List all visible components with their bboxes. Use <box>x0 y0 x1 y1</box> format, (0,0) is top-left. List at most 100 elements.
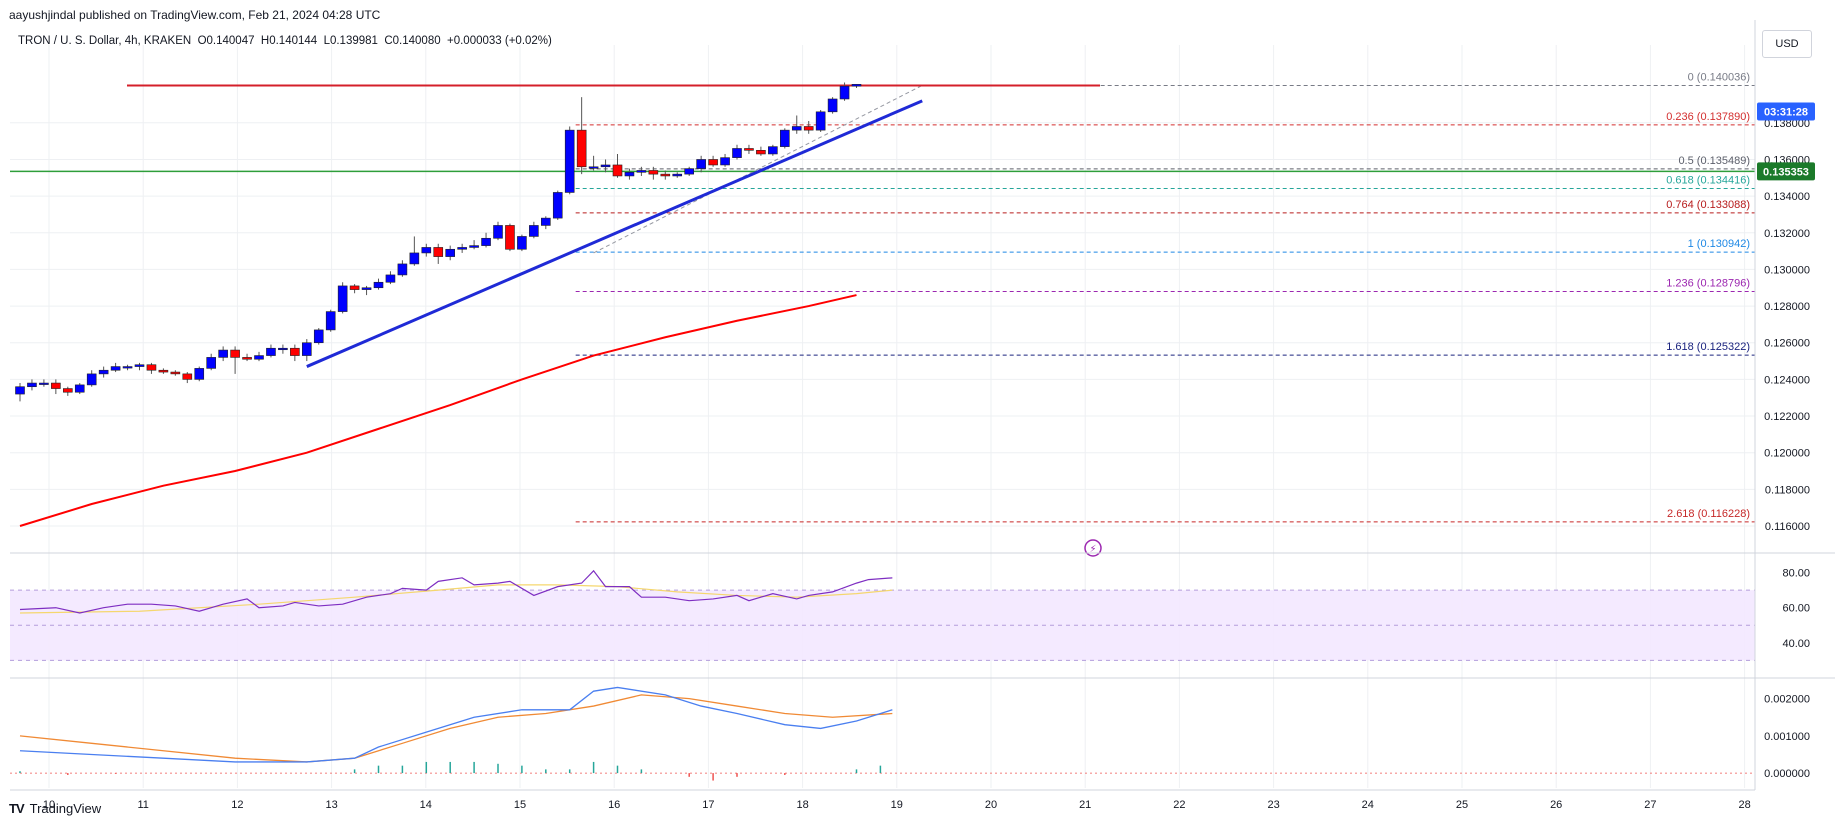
candle-body <box>815 111 826 131</box>
candle-body <box>720 157 730 166</box>
candle-body <box>158 369 169 373</box>
price-tick-label: 0.126000 <box>1764 338 1810 350</box>
candle-body <box>62 388 73 393</box>
candle-body <box>421 247 432 254</box>
candle-body <box>278 347 288 351</box>
x-tick-label: 12 <box>231 799 243 811</box>
open-value: 0.140047 <box>206 35 255 47</box>
candle-body <box>791 126 802 131</box>
candle-body <box>373 281 384 289</box>
candle-body <box>301 342 312 356</box>
macd-indicator: 0.002000 0.001000 0.000000 <box>10 686 1810 781</box>
candle-body <box>433 247 444 257</box>
currency-button[interactable]: USD <box>1762 30 1812 58</box>
brand-footer[interactable]: TV TradingView <box>9 801 101 816</box>
x-tick-label: 10 <box>43 799 55 811</box>
candle-body <box>194 368 205 380</box>
candle-body <box>851 84 862 87</box>
macd-signal-line <box>19 694 893 763</box>
candle-body <box>756 150 766 155</box>
symbol-title[interactable]: TRON / U. S. Dollar, 4h, KRAKEN <box>18 35 192 47</box>
candle-body <box>218 349 228 358</box>
fib-level-label: 1.618 (0.125322) <box>1666 341 1750 353</box>
candle-body <box>768 146 778 155</box>
x-tick-label: 24 <box>1362 799 1374 811</box>
candle-body <box>74 384 85 393</box>
fib-level-label: 0.764 (0.133088) <box>1666 199 1750 211</box>
x-tick-label: 13 <box>325 799 337 811</box>
moving-average <box>19 294 857 527</box>
close-value: 0.140080 <box>392 35 441 47</box>
trendline-layer: ⚡ <box>306 99 1102 557</box>
x-tick-label: 17 <box>702 799 714 811</box>
publisher-line: aayushjindal published on TradingView.co… <box>9 8 381 22</box>
price-tick-label: 0.132000 <box>1764 228 1810 240</box>
candle-body <box>481 237 491 246</box>
candle-body <box>39 382 49 385</box>
x-tick-label: 21 <box>1079 799 1091 811</box>
tradingview-logo-icon: TV <box>9 801 25 816</box>
price-tick-label: 0.138000 <box>1764 118 1810 130</box>
candle-body <box>98 369 109 375</box>
candle-body <box>696 159 706 169</box>
candle-body <box>564 129 575 193</box>
x-tick-label: 14 <box>420 799 432 811</box>
macd-tick-label: 0.001000 <box>1764 731 1810 743</box>
candle-body <box>206 357 216 369</box>
fib-level-label: 2.618 (0.116228) <box>1667 508 1750 520</box>
candle-body <box>266 347 276 356</box>
candle-body <box>254 355 264 360</box>
symbol-header: TRON / U. S. Dollar, 4h, KRAKEN O0.14004… <box>18 35 552 47</box>
candle-body <box>290 347 300 356</box>
candle-body <box>134 364 145 367</box>
candle-body <box>624 171 635 177</box>
rsi-band <box>10 589 1755 661</box>
price-tick-label: 0.122000 <box>1764 411 1810 423</box>
x-tick-label: 18 <box>796 799 808 811</box>
price-tick-label: 0.120000 <box>1764 448 1810 460</box>
x-tick-label: 20 <box>985 799 997 811</box>
price-tick-label: 0.116000 <box>1765 521 1810 533</box>
grid <box>10 45 1755 788</box>
candle-body <box>576 129 587 168</box>
x-tick-label: 22 <box>1173 799 1185 811</box>
open-label: O <box>197 35 207 47</box>
candle-body <box>672 173 683 177</box>
rsi-indicator: 80.00 60.00 40.00 <box>19 568 1810 650</box>
x-tick-label: 11 <box>137 799 148 811</box>
low-value: 0.139981 <box>329 35 378 47</box>
price-tick-label: 0.128000 <box>1764 301 1810 313</box>
high-label: H <box>260 35 270 47</box>
fib-level-label: 0.618 (0.134416) <box>1666 174 1750 186</box>
candle-body <box>325 311 336 331</box>
candle-body <box>684 168 695 175</box>
candle-body <box>839 85 850 100</box>
macd-tick-label: 0.000000 <box>1764 768 1810 780</box>
fibonacci-retracement: 0 (0.140036) 0.236 (0.137890) 0.5 (0.13548… <box>10 71 1755 523</box>
rsi-ma-line <box>19 584 893 614</box>
candle-body <box>397 263 408 276</box>
candle-body <box>505 225 515 250</box>
price-tick-label: 0.134000 <box>1764 191 1810 203</box>
candle-body <box>648 170 659 175</box>
candle-body <box>552 192 563 219</box>
x-tick-label: 19 <box>891 799 903 811</box>
candle-body <box>827 98 838 113</box>
candle-body <box>803 126 814 131</box>
bullish-trendline <box>306 99 923 368</box>
candle-body <box>708 159 718 166</box>
brand-name: TradingView <box>29 801 102 816</box>
x-tick-label: 28 <box>1738 799 1750 811</box>
macd-line <box>19 686 893 763</box>
rsi-line <box>19 569 893 614</box>
candle-body <box>27 382 37 388</box>
support-price-tag: 0.135353 <box>1763 166 1809 178</box>
fib-anchor-line <box>593 84 923 254</box>
fib-level-label: 0.236 (0.137890) <box>1666 111 1750 123</box>
high-value: 0.140144 <box>269 35 318 47</box>
x-tick-label: 16 <box>608 799 620 811</box>
candle-body <box>313 329 324 344</box>
price-tick-label: 0.118000 <box>1765 484 1810 496</box>
fib-level-label: 1.236 (0.128796) <box>1666 277 1750 289</box>
